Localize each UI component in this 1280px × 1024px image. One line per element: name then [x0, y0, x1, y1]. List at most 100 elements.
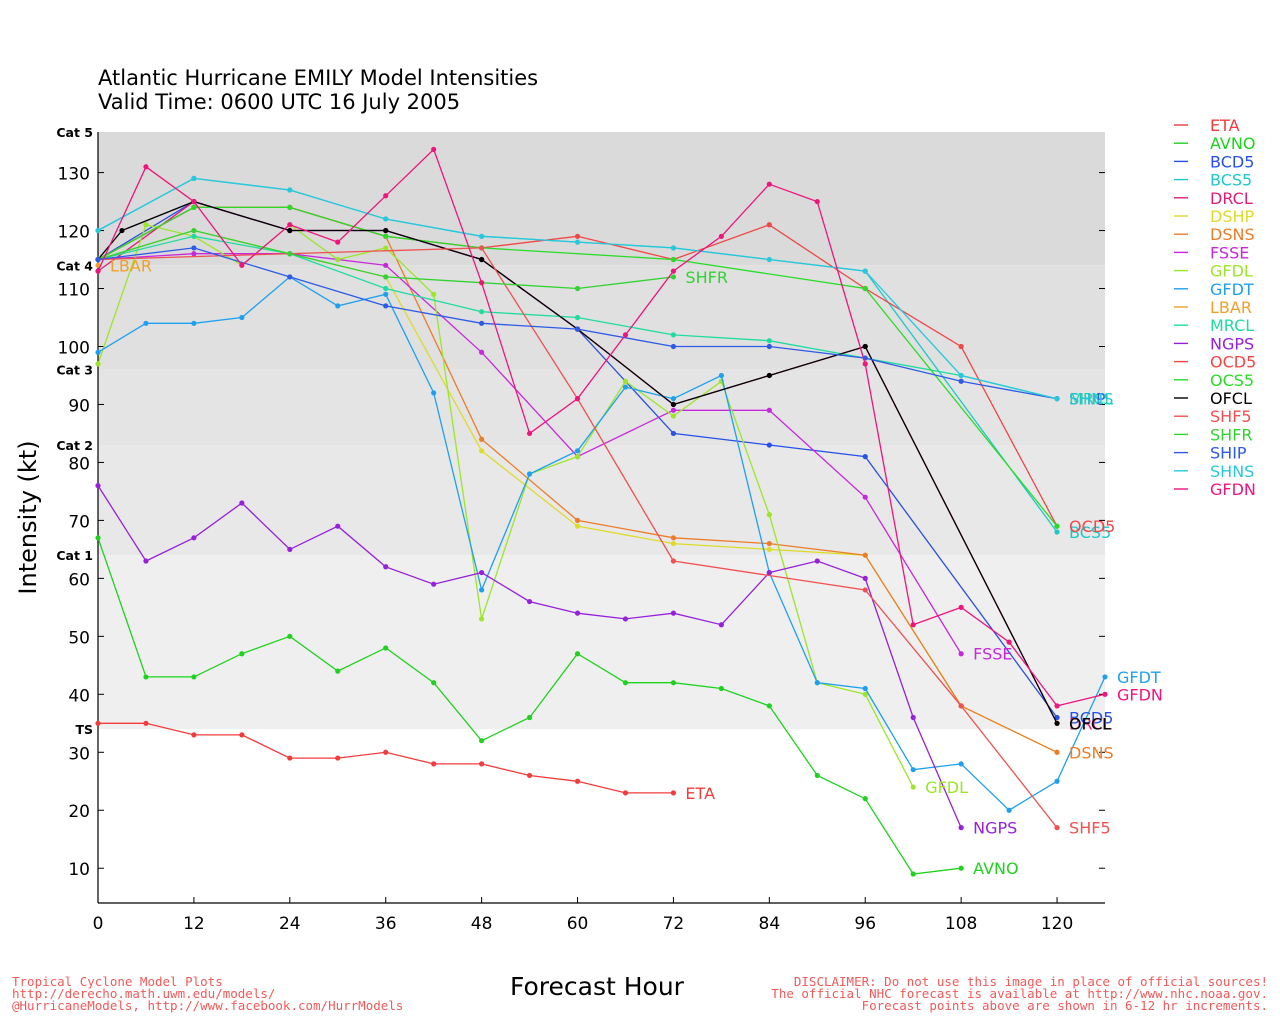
legend-label: BCD5 [1210, 152, 1254, 171]
data-point-eta [479, 761, 485, 767]
legend-label: SHNS [1210, 462, 1254, 481]
y-tick-label: 100 [58, 338, 90, 358]
data-point-eta [287, 755, 293, 761]
data-point-shfr [287, 251, 293, 257]
data-point-gfdt [335, 303, 341, 309]
data-point-eta [95, 720, 101, 726]
legend-item-avno: AVNO [1174, 134, 1255, 153]
x-tick-label: 96 [854, 914, 876, 934]
data-point-gfdn [862, 361, 868, 367]
data-point-avno [335, 668, 341, 674]
data-point-gfdl [766, 512, 772, 518]
data-point-dshp [670, 540, 677, 547]
data-point-ofcl [287, 227, 293, 234]
data-point-ngps [431, 581, 437, 587]
legend-label: GFDT [1210, 280, 1254, 299]
data-point-ocd5 [574, 233, 581, 239]
data-point-ngps [335, 523, 341, 529]
data-point-avno [383, 645, 389, 651]
data-point-gfdt [479, 587, 485, 593]
x-tick-label: 48 [471, 914, 493, 934]
y-axis-title: Intensity (kt) [14, 440, 42, 594]
data-point-fsse [479, 349, 485, 355]
data-point-gfdn [574, 396, 581, 402]
data-point-shf5 [670, 558, 677, 564]
end-label-shns: SHNS [1069, 390, 1113, 409]
end-label-ngps: NGPS [973, 819, 1017, 838]
data-point-ngps [622, 616, 629, 622]
footer-right-line-3: Forecast points above are shown in 6-12 … [861, 998, 1268, 1013]
legend-item-bcd5: BCD5 [1174, 152, 1254, 171]
data-point-gfdn [287, 222, 293, 228]
band-cat-1 [98, 445, 1105, 556]
data-point-gfdt [574, 448, 581, 454]
data-point-gfdt [95, 349, 101, 355]
data-point-ship [479, 320, 485, 326]
data-point-ship [383, 303, 389, 309]
data-point-gfdn [383, 193, 389, 199]
data-point-gfdl [910, 784, 916, 790]
end-label-eta: ETA [685, 784, 715, 803]
end-label-bcs5: BCS5 [1069, 523, 1111, 542]
data-point-ocs5 [287, 204, 293, 210]
series-line-gfdn [97, 148, 1106, 707]
end-label-drcl: DRCL [1069, 714, 1112, 733]
legend-item-shf5: SHF5 [1174, 407, 1252, 426]
band-cat-2 [98, 369, 1105, 446]
data-point-gfdn [670, 268, 677, 274]
data-point-ofcl [119, 227, 125, 234]
data-point-gfdn [622, 332, 629, 338]
data-point-gfdn [1102, 691, 1108, 697]
data-point-ocd5 [958, 343, 964, 350]
data-point-bcd5 [766, 442, 772, 448]
data-point-eta [622, 790, 629, 796]
legend-item-bcs5: BCS5 [1174, 171, 1252, 190]
data-point-ofcl [862, 343, 868, 350]
data-point-fsse [383, 262, 389, 268]
data-point-gfdt [1054, 778, 1060, 784]
data-point-gfdn [239, 262, 245, 268]
end-label-gfdn: GFDN [1117, 685, 1163, 704]
x-tick-label: 60 [567, 914, 589, 934]
data-point-gfdt [622, 384, 629, 390]
data-point-gfdt [670, 396, 677, 402]
data-point-ngps [670, 610, 677, 616]
data-point-gfdn [766, 181, 772, 187]
data-point-gfdn [191, 198, 197, 205]
data-point-ngps [95, 483, 101, 489]
legend-label: DSHP [1210, 207, 1255, 226]
data-point-avno [670, 680, 677, 686]
legend-label: NGPS [1210, 334, 1254, 353]
data-point-shns [574, 239, 581, 245]
chart-subtitle: Valid Time: 0600 UTC 16 July 2005 [98, 90, 461, 114]
x-tick-label: 84 [759, 914, 781, 934]
data-point-gfdn [1054, 703, 1060, 709]
data-point-avno [431, 680, 437, 686]
data-point-ship [958, 378, 964, 384]
data-point-avno [479, 738, 485, 744]
data-point-shns [958, 372, 964, 379]
data-point-gfdl [479, 616, 485, 622]
legend-label: GFDN [1210, 480, 1256, 499]
legend-item-shfr: SHFR [1174, 425, 1253, 444]
data-point-gfdt [431, 390, 437, 396]
legend-item-ocd5: OCD5 [1174, 353, 1256, 372]
data-point-bcd5 [670, 430, 677, 437]
data-point-ngps [287, 546, 293, 552]
data-point-bcd5 [1054, 714, 1060, 721]
y-tick-label: 30 [68, 744, 90, 764]
legend-item-gfdl: GFDL [1174, 262, 1253, 281]
end-label-shf5: SHF5 [1069, 819, 1111, 838]
data-point-mrcl [574, 314, 581, 321]
x-tick-label: 12 [183, 914, 205, 934]
data-point-shf5 [958, 703, 964, 709]
data-point-avno [287, 633, 293, 639]
x-axis-title: Forecast Hour [510, 972, 684, 1001]
legend-item-ngps: NGPS [1174, 334, 1254, 353]
footer-left-line-1: Tropical Cyclone Model Plots [12, 974, 223, 989]
legend-label: MRCL [1210, 316, 1254, 335]
data-point-ngps [766, 569, 772, 576]
band-label-cat-2: Cat 2 [56, 438, 93, 453]
data-point-gfdn [526, 430, 533, 437]
y-tick-label: 110 [58, 281, 90, 301]
